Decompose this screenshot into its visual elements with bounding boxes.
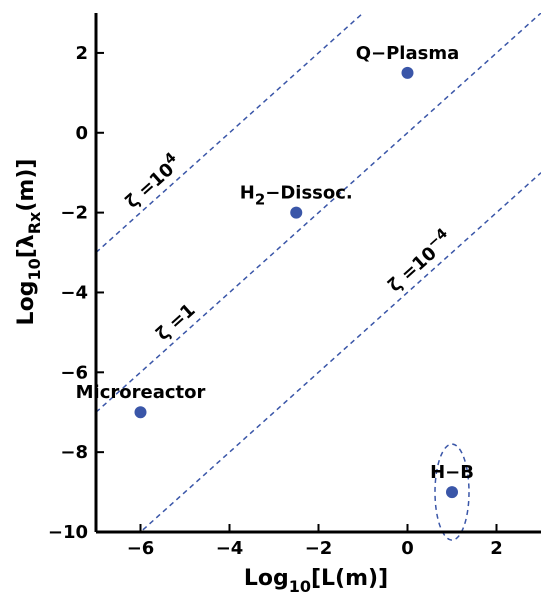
x-tick-label-1: −4: [216, 538, 244, 559]
zeta-line-1: [96, 13, 541, 413]
zeta-line-label-0: ζ =104: [119, 149, 186, 212]
zeta-line-label-2: ζ =10−4: [382, 225, 457, 296]
highlight-ellipse: [434, 443, 470, 541]
data-point-3: [446, 486, 458, 499]
x-tick-label-2: −2: [305, 538, 333, 559]
axes: [94, 13, 541, 534]
x-axis-label: Log10[L(m)]: [244, 566, 388, 593]
x-tick-label-3: 0: [401, 538, 414, 559]
point-labels: Q−Plasma H2−Dissoc. Microreactor H−B: [76, 43, 474, 483]
point-label-0: Q−Plasma: [356, 43, 460, 64]
y-tick-label-4: −2: [60, 203, 88, 224]
point-label-1: H2−Dissoc.: [240, 183, 353, 209]
data-point-1: [290, 206, 303, 219]
y-tick-label-1: −8: [60, 442, 88, 463]
zeta-line-label-1: ζ =1: [152, 300, 199, 345]
point-label-3: H−B: [430, 462, 474, 483]
data-point-0: [401, 66, 414, 79]
y-tick-label-3: −4: [60, 282, 88, 303]
ticks: −6 −4 −2 0 2 −10 −8 −6 −4 −2 0 2: [48, 43, 503, 559]
x-tick-label-4: 2: [490, 538, 503, 559]
y-axis-label: Log10[λRx(m)]: [14, 159, 44, 326]
y-tick-label-6: 2: [75, 43, 88, 64]
point-label-2: Microreactor: [76, 382, 206, 403]
zeta-line-labels: ζ =104 ζ =1 ζ =10−4: [119, 149, 457, 345]
y-tick-label-0: −10: [48, 522, 88, 543]
y-tick-label-2: −6: [60, 362, 88, 383]
x-tick-label-0: −6: [127, 538, 155, 559]
data-point-2: [134, 406, 147, 419]
highlight-ellipses: [434, 443, 470, 541]
zeta-line-2: [139, 172, 541, 532]
data-points: [134, 66, 458, 499]
zeta-lines: [96, 13, 541, 532]
y-tick-label-5: 0: [75, 123, 88, 144]
zeta-line-0: [96, 13, 365, 254]
